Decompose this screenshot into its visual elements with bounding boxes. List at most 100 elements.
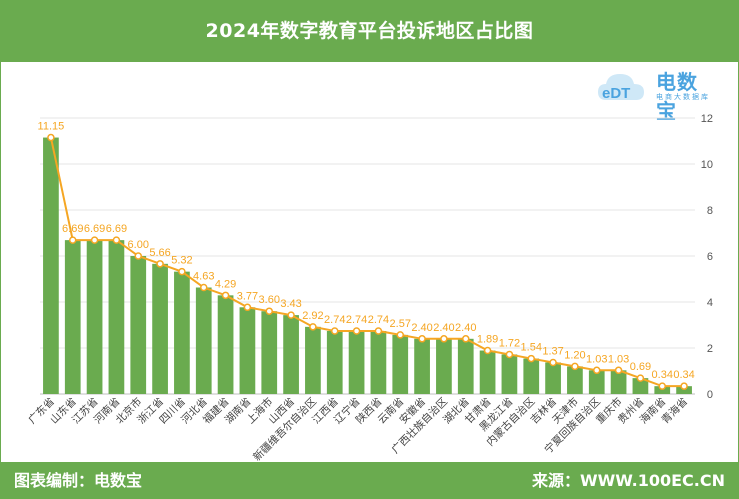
bar bbox=[130, 256, 147, 394]
data-label: 6.00 bbox=[128, 239, 149, 251]
bar bbox=[370, 330, 387, 394]
data-label: 11.15 bbox=[38, 121, 65, 133]
bar bbox=[326, 330, 343, 394]
line-point bbox=[593, 366, 601, 375]
bar bbox=[479, 350, 496, 394]
bar bbox=[217, 295, 234, 394]
y-tick-label: 12 bbox=[701, 113, 713, 125]
line-point bbox=[112, 236, 121, 244]
data-label: 0.34 bbox=[652, 369, 673, 381]
data-label: 1.20 bbox=[564, 349, 585, 361]
data-label: 1.37 bbox=[542, 345, 563, 357]
data-label: 1.54 bbox=[521, 342, 542, 354]
data-label: 1.03 bbox=[608, 353, 629, 365]
line-point bbox=[505, 350, 514, 359]
y-tick-label: 10 bbox=[701, 159, 713, 171]
line-point bbox=[221, 291, 230, 300]
line-point bbox=[309, 323, 317, 331]
data-label: 4.63 bbox=[193, 271, 214, 283]
line-point bbox=[549, 358, 557, 367]
data-label: 6.69 bbox=[106, 223, 127, 235]
line-point bbox=[418, 335, 426, 343]
data-label: 2.40 bbox=[411, 322, 432, 334]
line-point bbox=[658, 382, 666, 390]
bar bbox=[108, 240, 125, 394]
data-label: 2.74 bbox=[324, 314, 345, 326]
data-label: 6.69 bbox=[62, 223, 83, 235]
bar bbox=[305, 326, 321, 394]
y-tick-label: 0 bbox=[707, 389, 713, 401]
line-point bbox=[90, 236, 99, 244]
bar bbox=[86, 240, 103, 394]
chart-title: 2024年数字教育平台投诉地区占比图 bbox=[205, 20, 534, 42]
bar bbox=[610, 370, 627, 394]
logo-mark: eDT bbox=[602, 85, 630, 102]
line-point bbox=[178, 267, 186, 276]
line-point bbox=[243, 303, 252, 312]
data-label: 1.72 bbox=[499, 337, 520, 349]
y-tick-label: 2 bbox=[707, 343, 713, 355]
line-point bbox=[265, 307, 273, 315]
header-bar bbox=[0, 0, 739, 62]
bar bbox=[436, 338, 452, 394]
bar bbox=[588, 370, 605, 394]
bar bbox=[195, 287, 212, 394]
footer-bar: 图表编制：电数宝 来源：WWW.100EC.CN bbox=[0, 462, 739, 499]
bar bbox=[676, 386, 692, 394]
bar bbox=[283, 315, 299, 394]
bar bbox=[545, 362, 561, 394]
data-label: 2.40 bbox=[433, 322, 454, 334]
bar bbox=[64, 240, 81, 394]
line-point bbox=[374, 327, 383, 335]
data-label: 6.69 bbox=[84, 223, 105, 235]
bar bbox=[392, 334, 409, 394]
data-label: 2.40 bbox=[455, 322, 476, 334]
data-label: 0.69 bbox=[630, 361, 651, 373]
line-point bbox=[462, 335, 470, 343]
bar bbox=[523, 358, 540, 394]
line-point bbox=[331, 327, 339, 335]
brand-logo: eDT 电数宝 电商大数据库 bbox=[596, 66, 716, 123]
bar bbox=[632, 378, 649, 394]
logo-name: 电数宝 bbox=[656, 70, 698, 123]
data-label: 1.03 bbox=[586, 353, 607, 365]
cloud-logo-icon: eDT bbox=[598, 74, 644, 102]
line-point bbox=[396, 331, 404, 339]
line-point bbox=[571, 362, 579, 371]
bar bbox=[43, 137, 59, 395]
line-point bbox=[69, 236, 77, 244]
line-point bbox=[352, 327, 361, 335]
line-point bbox=[134, 252, 142, 260]
line-point bbox=[483, 346, 492, 355]
footer-source: 来源：WWW.100EC.CN bbox=[531, 471, 725, 490]
logo-subtitle: 电商大数据库 bbox=[656, 93, 710, 101]
bar bbox=[501, 354, 518, 394]
data-label: 5.66 bbox=[149, 247, 170, 259]
line-point bbox=[527, 354, 535, 363]
data-label: 0.34 bbox=[673, 369, 694, 381]
bar bbox=[174, 271, 190, 394]
line-point bbox=[200, 283, 208, 292]
data-label: 1.89 bbox=[477, 334, 498, 346]
line-point bbox=[156, 260, 164, 268]
bar bbox=[567, 366, 583, 394]
data-label: 2.74 bbox=[346, 314, 367, 326]
data-label: 3.60 bbox=[259, 294, 280, 306]
bar bbox=[239, 307, 256, 394]
footer-credit: 图表编制：电数宝 bbox=[14, 471, 143, 490]
data-label: 4.29 bbox=[215, 278, 236, 290]
data-label: 3.77 bbox=[237, 290, 258, 302]
line-point bbox=[47, 133, 55, 142]
y-tick-label: 6 bbox=[707, 251, 713, 263]
bar bbox=[261, 311, 278, 394]
data-label: 2.57 bbox=[390, 318, 411, 330]
line-point bbox=[680, 382, 688, 390]
bar bbox=[348, 330, 365, 394]
bar bbox=[654, 386, 671, 394]
bar bbox=[457, 338, 474, 394]
line-point bbox=[287, 311, 295, 319]
data-label: 3.43 bbox=[280, 298, 301, 310]
data-label: 2.92 bbox=[302, 310, 323, 322]
y-tick-label: 8 bbox=[707, 205, 713, 217]
